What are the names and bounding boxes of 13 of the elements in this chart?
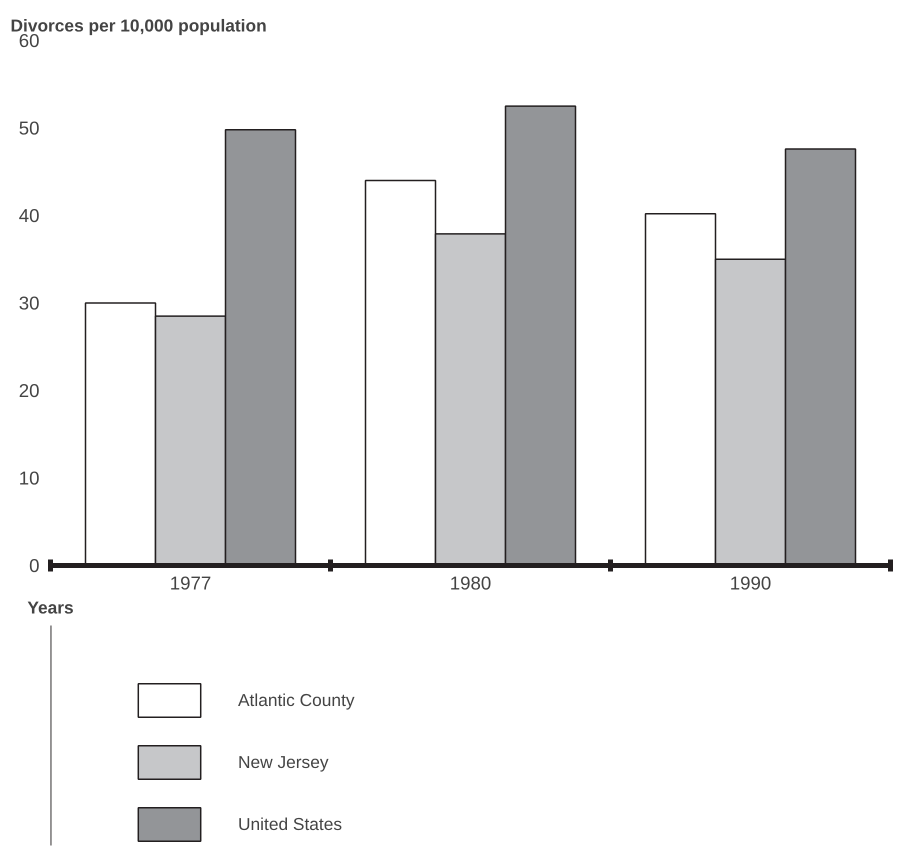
- x-tick-label: 1977: [170, 572, 212, 594]
- y-tick-label: 0: [29, 555, 40, 576]
- y-tick-label: 40: [18, 205, 40, 226]
- y-tick-label: 10: [18, 468, 40, 488]
- x-tick-label: 1980: [450, 572, 492, 594]
- legend-label: United States: [238, 814, 342, 834]
- x-axis-title: Years: [27, 598, 74, 618]
- y-tick-label: 20: [18, 380, 40, 401]
- y-tick-label: 50: [18, 118, 40, 138]
- x-tick-label: 1990: [730, 572, 772, 594]
- y-tick-label: 30: [18, 292, 40, 314]
- legend-label: Atlantic County: [238, 690, 355, 710]
- legend-label: New Jersey: [238, 752, 329, 772]
